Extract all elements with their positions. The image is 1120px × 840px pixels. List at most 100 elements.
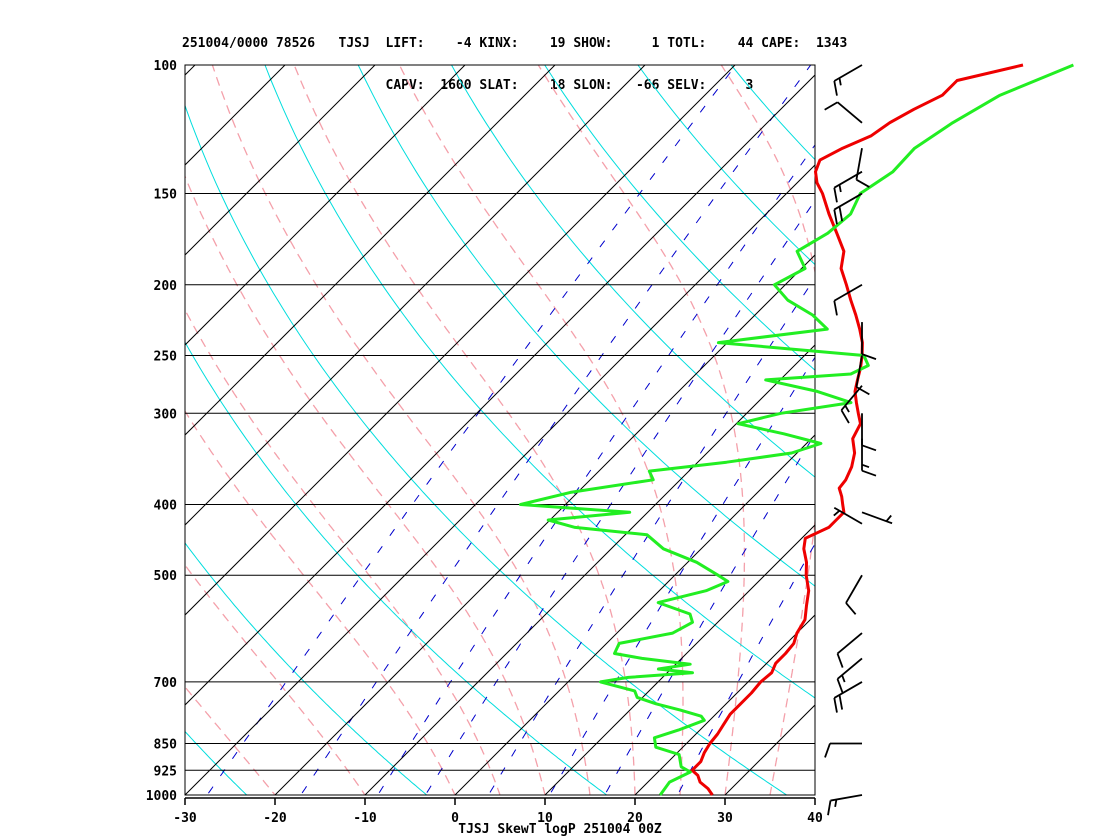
barb-feather [824, 743, 831, 758]
moist-adiabat [185, 793, 186, 795]
pressure-tick-label: 250 [154, 349, 178, 364]
barb-staff [833, 283, 863, 302]
moist-adiabat [211, 65, 591, 795]
isotherm [185, 65, 376, 256]
barb-feather [855, 178, 870, 188]
barb-feather [833, 80, 838, 96]
wind-barb [861, 438, 877, 477]
pressure-tick-label: 850 [154, 737, 178, 752]
temperature-tick-label: -30 [173, 811, 197, 826]
isotherm [364, 344, 815, 795]
barb-half-feather [834, 799, 838, 807]
dry-adiabat [185, 341, 608, 795]
pressure-tick-label: 700 [154, 676, 178, 691]
dry-adiabat [544, 65, 815, 371]
wind-barb [861, 511, 893, 525]
moist-adiabat [185, 564, 366, 795]
isotherm [634, 614, 815, 795]
barb-feather [840, 409, 850, 424]
wind-barb [833, 506, 863, 525]
dry-adiabat [357, 65, 815, 587]
moist-adiabat [185, 685, 276, 795]
wind-barb [833, 64, 863, 96]
header-line-2: CAPV: 1600 SLAT: 18 SLON: -66 SELV: 3 [182, 78, 754, 93]
barb-feather [861, 444, 877, 452]
profile-lines [519, 63, 1074, 796]
isotherms [185, 65, 815, 795]
barb-staff [833, 681, 863, 699]
temperature-tick-labels: -30 -20 -10 0 10 20 30 40 [173, 811, 823, 826]
barb-staff [855, 148, 863, 180]
isotherm [185, 65, 736, 616]
moist-adiabat [185, 409, 456, 795]
chart-caption: TJSJ SkewT logP 251004 00Z [458, 822, 662, 837]
pressure-tick-label: 400 [154, 499, 178, 514]
wind-barb [824, 742, 862, 758]
wind-barb [836, 632, 863, 668]
wind-barb [861, 413, 877, 452]
barb-feather [833, 300, 838, 316]
moist-adiabat [537, 65, 746, 795]
isotherm [454, 434, 815, 795]
isotherm [185, 164, 815, 795]
isotherm [185, 65, 466, 346]
moist-adiabats [185, 65, 815, 795]
mixing-ratio-lines [206, 65, 815, 795]
plot-border [184, 64, 816, 796]
barb-feather [833, 187, 838, 203]
pressure-tick-label: 925 [154, 764, 177, 779]
temperature-profile [690, 63, 1024, 796]
temperature-tick-label: -20 [263, 811, 287, 826]
barb-staff [836, 632, 863, 655]
barb-feather [861, 469, 877, 477]
dry-adiabat [185, 104, 788, 795]
moist-adiabat [720, 65, 815, 795]
dewpoint-profile [519, 63, 1074, 796]
barb-feather [838, 694, 844, 710]
wind-barb [840, 385, 863, 424]
isotherm [185, 65, 646, 526]
temperature-tick-label: -10 [353, 811, 377, 826]
barb-staff [861, 511, 893, 525]
barb-feather [833, 209, 838, 225]
moist-adiabat [293, 65, 636, 795]
wind-barb [827, 794, 863, 816]
barb-half-feather [861, 463, 870, 469]
wind-barb [836, 657, 863, 694]
mixing-ratio-line [206, 65, 737, 795]
wind-barb [833, 283, 863, 316]
temperature-tick-label: 30 [717, 811, 733, 826]
barb-staff [855, 355, 863, 388]
isotherm [814, 794, 815, 795]
barb-feather [838, 206, 844, 222]
temperature-tick-label: 20 [627, 811, 643, 826]
pressure-tick-label: 300 [154, 407, 178, 422]
barb-staff [845, 574, 863, 604]
pressure-tick-label: 150 [154, 188, 178, 203]
barb-feather [861, 353, 877, 360]
dry-adiabat [902, 49, 1120, 811]
barb-staff [830, 794, 863, 802]
dry-adiabat [185, 730, 248, 795]
barb-feather [833, 697, 838, 713]
mixing-ratio-line [604, 433, 815, 795]
temperature-tick-label: 40 [807, 811, 823, 826]
dry-adiabat [0, 49, 80, 811]
wind-barb [833, 192, 863, 225]
barb-half-feather [838, 184, 842, 193]
barb-feather [827, 800, 832, 816]
dry-adiabats [0, 49, 1120, 811]
mixing-ratio-line [676, 542, 815, 795]
temperature-tick-label: 0 [451, 811, 459, 826]
barb-staff [836, 101, 863, 124]
wind-barb [855, 148, 870, 188]
mixing-ratio-line [424, 199, 815, 795]
pressure-tick-label: 100 [154, 59, 178, 74]
isotherm [185, 65, 196, 76]
mixing-ratio-line [549, 356, 815, 795]
barb-feather [836, 678, 844, 694]
isotherm [185, 65, 556, 436]
barb-staff [833, 64, 863, 82]
station-header: 251004/0000 78526 TJSJ LIFT: -4 KINX: 19… [182, 9, 847, 107]
